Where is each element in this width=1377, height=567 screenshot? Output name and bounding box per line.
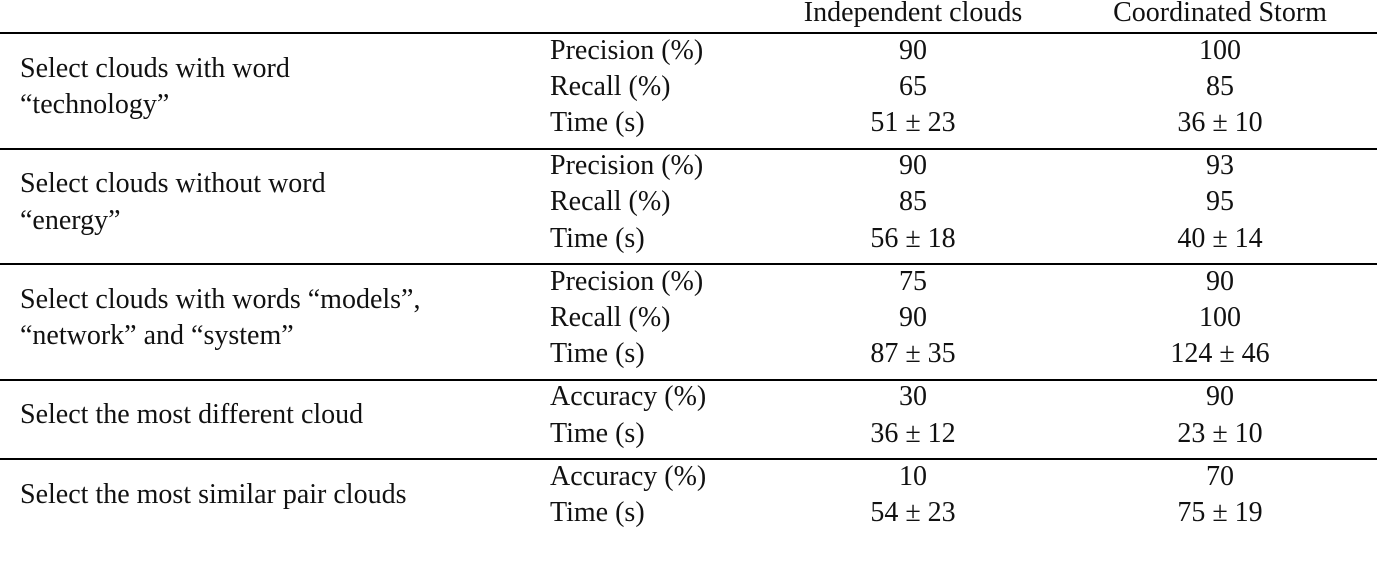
metric-label: Time (s) <box>550 338 645 370</box>
metric-label: Recall (%) <box>550 302 671 333</box>
rule <box>0 378 1377 381</box>
cell-value: 90 <box>1206 265 1234 297</box>
rule <box>0 147 1377 150</box>
cell-value: 85 <box>899 186 927 218</box>
task-label: Select clouds without word <box>20 168 326 200</box>
cell-value: 100 <box>1199 34 1241 66</box>
cell-value: 124 ± 46 <box>1170 338 1270 370</box>
task-label: “network” and “system” <box>20 320 294 352</box>
metric-label: Accuracy (%) <box>550 381 707 413</box>
rule <box>0 458 1377 461</box>
rule <box>0 32 1377 34</box>
task-label: Select clouds with word <box>20 52 290 84</box>
metric-label: Recall (%) <box>550 186 671 218</box>
column-header: Independent clouds <box>803 0 1023 28</box>
column-header: Coordinated Storm <box>1113 0 1327 28</box>
cell-value: 30 <box>899 381 927 413</box>
task-label: Select clouds with words “models”, <box>20 283 421 315</box>
metric-label: Precision (%) <box>550 34 704 66</box>
rule <box>0 263 1377 266</box>
metric-label: Time (s) <box>550 107 645 139</box>
cell-value: 51 ± 23 <box>870 107 956 139</box>
cell-value: 90 <box>899 302 927 333</box>
metric-label: Time (s) <box>550 417 645 449</box>
cell-value: 100 <box>1199 302 1241 333</box>
task-label: Select the most similar pair clouds <box>20 478 407 510</box>
task-label: “energy” <box>20 204 121 236</box>
cell-value: 54 ± 23 <box>870 496 956 528</box>
metric-label: Recall (%) <box>550 70 671 102</box>
metric-label: Precision (%) <box>550 150 704 182</box>
cell-value: 56 ± 18 <box>870 222 956 254</box>
cell-value: 87 ± 35 <box>870 338 956 370</box>
cell-value: 75 ± 19 <box>1177 496 1263 528</box>
cell-value: 70 <box>1206 460 1234 492</box>
cell-value: 93 <box>1206 150 1234 182</box>
cell-value: 90 <box>899 34 927 66</box>
cell-value: 23 ± 10 <box>1177 417 1263 449</box>
metric-label: Precision (%) <box>550 265 704 297</box>
cell-value: 10 <box>899 460 927 492</box>
cell-value: 95 <box>1206 186 1234 218</box>
metric-label: Time (s) <box>550 496 645 528</box>
cell-value: 36 ± 12 <box>870 417 956 449</box>
task-label: Select the most different cloud <box>20 399 364 431</box>
cell-value: 40 ± 14 <box>1177 222 1263 254</box>
task-label: “technology” <box>20 89 170 121</box>
cell-value: 90 <box>899 150 927 182</box>
cell-value: 65 <box>899 70 927 102</box>
cell-value: 75 <box>899 265 927 297</box>
cell-value: 90 <box>1206 381 1234 413</box>
metric-label: Accuracy (%) <box>550 460 707 492</box>
metric-label: Time (s) <box>550 222 645 254</box>
cell-value: 36 ± 10 <box>1177 107 1263 139</box>
cell-value: 85 <box>1206 70 1234 102</box>
